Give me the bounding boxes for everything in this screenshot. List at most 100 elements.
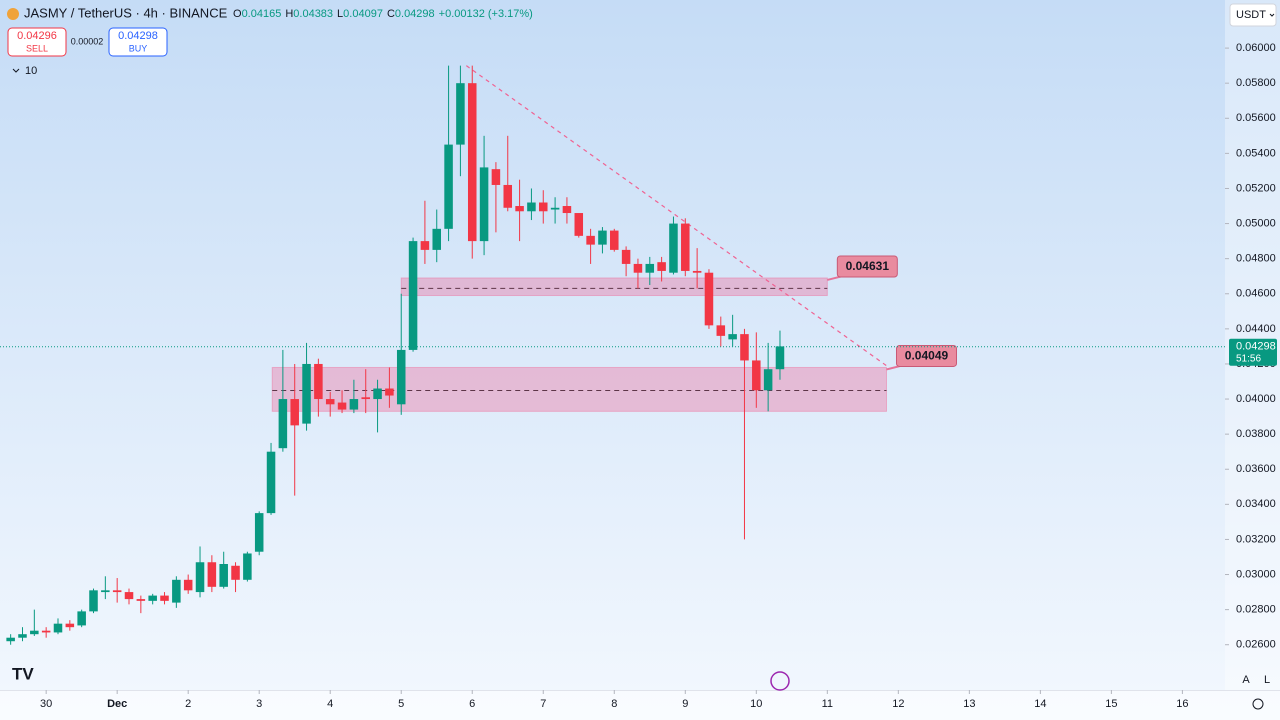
candle-body	[290, 399, 299, 426]
candle-body	[6, 637, 15, 642]
last-price-label: 0.04298	[1236, 341, 1276, 353]
trendline	[465, 65, 887, 367]
y-tick-label: 0.05000	[1236, 217, 1276, 229]
y-tick-label: 0.02600	[1236, 639, 1276, 651]
candle-body	[752, 360, 761, 391]
last-price-box	[1229, 338, 1277, 366]
candle-body	[763, 369, 773, 391]
x-tick-label: 12	[892, 698, 904, 710]
candle-body	[444, 144, 453, 229]
y-tick-label: 0.02800	[1236, 604, 1276, 616]
y-tick-label: 0.03800	[1236, 428, 1276, 440]
y-tick-label: 0.03600	[1236, 463, 1276, 475]
candle-body	[467, 83, 477, 242]
buy-price: 0.04298	[118, 30, 158, 42]
y-tick-label: 0.06000	[1236, 42, 1276, 54]
candle-body	[53, 623, 63, 633]
candle-body	[89, 590, 98, 612]
x-tick-label: 8	[611, 698, 617, 710]
candle-body	[18, 634, 27, 638]
candle-body	[574, 213, 584, 236]
y-tick-label: 0.05400	[1236, 147, 1276, 159]
indicators-count[interactable]: 10	[25, 65, 37, 77]
candle-body	[610, 230, 619, 250]
currency-label: USDT	[1236, 9, 1266, 21]
x-tick-label: 10	[750, 698, 762, 710]
x-tick-label: 14	[1034, 698, 1046, 710]
spread: 0.00002	[71, 36, 104, 46]
y-tick-label: 0.03000	[1236, 568, 1276, 580]
candle-body	[704, 272, 714, 326]
buy-button[interactable]	[108, 27, 168, 57]
candle-body	[633, 263, 643, 273]
ohlc-value: 0.04097	[343, 8, 383, 20]
candle-body	[491, 169, 501, 185]
candle-body	[172, 579, 181, 603]
candle-body	[231, 565, 240, 580]
tv-logo: TV	[12, 664, 34, 683]
candle-body	[77, 611, 86, 626]
candle-body	[325, 399, 335, 405]
time-axis	[0, 691, 1280, 720]
y-tick-label: 0.04600	[1236, 288, 1276, 300]
ohlc-header: O 0.04165 H 0.04383 L 0.04097 C 0.04298 +0.00132…	[233, 8, 533, 20]
ohlc-key: C	[387, 8, 395, 20]
y-tick-label: 0.04000	[1236, 393, 1276, 405]
ohlc-key: H	[285, 8, 293, 20]
axes: 0.02600 0.02800 0.03000 0.03200 0.03400 0.036…	[40, 42, 1277, 710]
candle-body	[30, 630, 39, 635]
y-tick-label: 0.03200	[1236, 533, 1276, 545]
x-tick-label: 11	[822, 698, 833, 710]
level-label-box	[895, 344, 957, 367]
currency-button[interactable]	[1229, 3, 1277, 27]
candle-body	[515, 206, 524, 212]
candle-body	[266, 451, 276, 514]
candle-body	[598, 230, 607, 245]
candle-body	[183, 579, 193, 591]
symbol-icon	[7, 8, 19, 20]
ohlc-value: 0.04383	[293, 8, 333, 20]
auto-scale-button[interactable]: A	[1242, 674, 1250, 686]
x-tick-label: 16	[1176, 698, 1188, 710]
level-label: 0.04049	[905, 349, 949, 363]
zone	[271, 366, 887, 412]
x-tick-label: 2	[185, 698, 191, 710]
x-tick-label: 3	[256, 698, 262, 710]
candle-body	[136, 599, 146, 601]
candle-body	[65, 623, 75, 628]
candle-body	[527, 202, 536, 212]
candle-body	[740, 334, 749, 361]
candle-body	[621, 249, 631, 264]
candle-body	[101, 590, 110, 593]
buy-label: BUY	[129, 43, 148, 53]
settings-icon[interactable]	[1252, 698, 1264, 710]
candle-body	[539, 202, 548, 212]
candle-body	[562, 206, 572, 214]
plot-area: 0.04631 0.04049	[0, 65, 1225, 645]
candle-body	[195, 562, 205, 593]
y-tick-label: 0.05600	[1236, 112, 1276, 124]
candle-body	[408, 241, 418, 350]
countdown-label: 51:56	[1236, 353, 1261, 364]
ohlc-value: +0.00132 (+3.17%)	[439, 8, 533, 20]
sell-button[interactable]	[7, 27, 67, 57]
candle-body	[302, 363, 311, 424]
candle-body	[396, 349, 406, 405]
currency-caret	[1269, 13, 1275, 17]
candle-body	[207, 562, 217, 587]
x-tick-label: 30	[40, 698, 52, 710]
candle-body	[645, 263, 655, 273]
candle-body	[361, 397, 370, 400]
candle-body	[586, 235, 595, 245]
level-label-box	[836, 255, 898, 278]
indicators-toggle[interactable]	[12, 68, 20, 73]
symbol-title[interactable]: JASMY / TetherUS · 4h · BINANCE	[24, 5, 228, 20]
ohlc-value: 0.04165	[242, 8, 282, 20]
events-icon[interactable]	[770, 671, 790, 691]
candle-body	[692, 270, 702, 273]
candle-body	[124, 592, 134, 600]
candle-body	[550, 207, 560, 210]
y-tick-label: 0.03400	[1236, 498, 1276, 510]
log-scale-button[interactable]: L	[1264, 674, 1270, 686]
candle-body	[112, 590, 122, 593]
